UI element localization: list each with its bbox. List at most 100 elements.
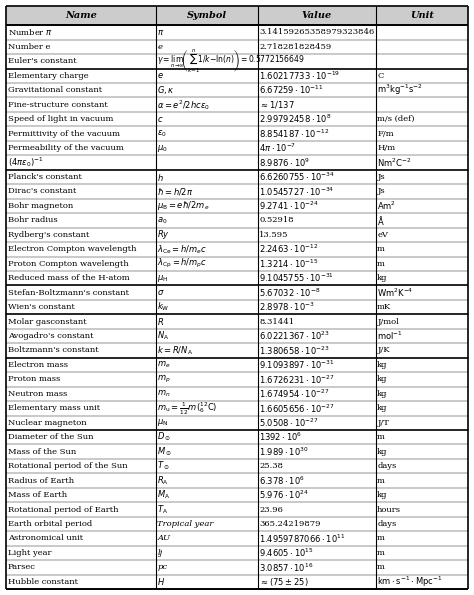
- Text: pc: pc: [157, 563, 168, 571]
- Text: J/T: J/T: [377, 419, 389, 427]
- Text: $2.2463 \cdot 10^{-12}$: $2.2463 \cdot 10^{-12}$: [259, 243, 319, 255]
- Text: $\sigma$: $\sigma$: [157, 288, 165, 297]
- Text: kg: kg: [377, 491, 388, 499]
- Text: Permittivity of the vacuum: Permittivity of the vacuum: [8, 130, 119, 137]
- Text: $1.6605656 \cdot 10^{-27}$: $1.6605656 \cdot 10^{-27}$: [259, 402, 335, 415]
- Text: 365.24219879: 365.24219879: [259, 520, 321, 528]
- Text: Rydberg's constant: Rydberg's constant: [8, 231, 89, 239]
- Text: $1.3214 \cdot 10^{-15}$: $1.3214 \cdot 10^{-15}$: [259, 258, 319, 270]
- Text: $\mu_\mathrm{N}$: $\mu_\mathrm{N}$: [157, 417, 169, 428]
- Text: $N_\mathrm{A}$: $N_\mathrm{A}$: [157, 330, 170, 342]
- Text: 23.96: 23.96: [259, 506, 283, 513]
- Text: C: C: [377, 72, 383, 80]
- Text: Nuclear magneton: Nuclear magneton: [8, 419, 86, 427]
- Text: $1.380658 \cdot 10^{-23}$: $1.380658 \cdot 10^{-23}$: [259, 345, 330, 356]
- Text: $1.674954 \cdot 10^{-27}$: $1.674954 \cdot 10^{-27}$: [259, 388, 330, 400]
- Text: $m_\mathrm{u} = \frac{1}{12}m(^{12}_6\mathrm{C})$: $m_\mathrm{u} = \frac{1}{12}m(^{12}_6\ma…: [157, 400, 218, 416]
- Text: $\approx 1/137$: $\approx 1/137$: [259, 99, 295, 110]
- Text: m: m: [377, 245, 385, 253]
- Text: Js: Js: [377, 187, 385, 196]
- Text: Light year: Light year: [8, 549, 51, 557]
- Text: Number e: Number e: [8, 43, 50, 51]
- Text: $4\pi \cdot 10^{-7}$: $4\pi \cdot 10^{-7}$: [259, 142, 296, 154]
- Text: $9.1093897 \cdot 10^{-31}$: $9.1093897 \cdot 10^{-31}$: [259, 359, 335, 371]
- Text: Bohr magneton: Bohr magneton: [8, 202, 73, 210]
- Text: $1.4959787066 \cdot 10^{11}$: $1.4959787066 \cdot 10^{11}$: [259, 533, 346, 544]
- Text: $m_n$: $m_n$: [157, 389, 171, 399]
- Text: Proton Compton wavelength: Proton Compton wavelength: [8, 260, 128, 268]
- Text: $k = R/N_\mathrm{A}$: $k = R/N_\mathrm{A}$: [157, 345, 193, 357]
- Text: $1.989 \cdot 10^{30}$: $1.989 \cdot 10^{30}$: [259, 446, 309, 458]
- Text: Mass of Earth: Mass of Earth: [8, 491, 67, 499]
- Text: m: m: [377, 534, 385, 543]
- Text: $e$: $e$: [157, 71, 164, 80]
- Text: $9.4605 \cdot 10^{15}$: $9.4605 \cdot 10^{15}$: [259, 547, 314, 559]
- Text: Boltzmann's constant: Boltzmann's constant: [8, 346, 98, 355]
- Text: e: e: [157, 43, 163, 51]
- Text: $H$: $H$: [157, 577, 165, 587]
- Text: kg: kg: [377, 390, 388, 398]
- Text: 13.595: 13.595: [259, 231, 289, 239]
- Text: $\mathrm{Wm^2 K^{-4}}$: $\mathrm{Wm^2 K^{-4}}$: [377, 286, 414, 299]
- Text: J/K: J/K: [377, 346, 390, 355]
- Text: days: days: [377, 520, 396, 528]
- Text: $\lambda_{\mathrm{Cp}} = h/m_p c$: $\lambda_{\mathrm{Cp}} = h/m_p c$: [157, 257, 208, 270]
- Text: Avogadro's constant: Avogadro's constant: [8, 332, 93, 340]
- Text: m: m: [377, 433, 385, 441]
- Text: H/m: H/m: [377, 144, 395, 152]
- Text: m: m: [377, 549, 385, 557]
- Text: kg: kg: [377, 274, 388, 282]
- Text: $\approx (75 \pm 25)$: $\approx (75 \pm 25)$: [259, 576, 309, 588]
- Text: $5.0508 \cdot 10^{-27}$: $5.0508 \cdot 10^{-27}$: [259, 416, 319, 429]
- Text: $\pi$: $\pi$: [157, 28, 164, 37]
- Text: kg: kg: [377, 447, 388, 456]
- Text: Permeability of the vacuum: Permeability of the vacuum: [8, 144, 123, 152]
- Text: $\mathrm{mol^{-1}}$: $\mathrm{mol^{-1}}$: [377, 330, 403, 342]
- Text: Proton mass: Proton mass: [8, 375, 60, 383]
- Text: $2.99792458 \cdot 10^{8}$: $2.99792458 \cdot 10^{8}$: [259, 113, 332, 126]
- Text: $G, \kappa$: $G, \kappa$: [157, 84, 175, 96]
- Text: $m_e$: $m_e$: [157, 360, 171, 370]
- Text: $(4\pi\varepsilon_0)^{-1}$: $(4\pi\varepsilon_0)^{-1}$: [8, 155, 43, 170]
- Text: Bohr radius: Bohr radius: [8, 217, 57, 224]
- Text: Neutron mass: Neutron mass: [8, 390, 67, 398]
- Text: $6.0221367 \cdot 10^{23}$: $6.0221367 \cdot 10^{23}$: [259, 330, 330, 342]
- Text: $1.0545727 \cdot 10^{-34}$: $1.0545727 \cdot 10^{-34}$: [259, 185, 335, 198]
- Text: $1392 \cdot 10^{6}$: $1392 \cdot 10^{6}$: [259, 431, 302, 443]
- Text: $\lambda_{\mathrm{Ce}} = h/m_e c$: $\lambda_{\mathrm{Ce}} = h/m_e c$: [157, 243, 208, 255]
- Text: eV: eV: [377, 231, 388, 239]
- Text: Hubble constant: Hubble constant: [8, 578, 78, 586]
- Text: Diameter of the Sun: Diameter of the Sun: [8, 433, 93, 441]
- Text: $1.60217733 \cdot 10^{-19}$: $1.60217733 \cdot 10^{-19}$: [259, 70, 340, 82]
- Text: $\mathrm{\AA}$: $\mathrm{\AA}$: [377, 214, 385, 227]
- Text: kg: kg: [377, 361, 388, 369]
- Text: $6.67259 \cdot 10^{-11}$: $6.67259 \cdot 10^{-11}$: [259, 84, 324, 96]
- Text: Value: Value: [301, 11, 332, 20]
- Text: Gravitational constant: Gravitational constant: [8, 86, 102, 94]
- Text: Stefan-Boltzmann's constant: Stefan-Boltzmann's constant: [8, 289, 128, 297]
- Text: Speed of light in vacuum: Speed of light in vacuum: [8, 115, 113, 123]
- Text: Mass of the Sun: Mass of the Sun: [8, 447, 76, 456]
- Text: $6.6260755 \cdot 10^{-34}$: $6.6260755 \cdot 10^{-34}$: [259, 171, 335, 183]
- Text: days: days: [377, 462, 396, 470]
- Text: 2.718281828459: 2.718281828459: [259, 43, 331, 51]
- Text: $c$: $c$: [157, 115, 164, 124]
- Text: hours: hours: [377, 506, 401, 513]
- Text: $h$: $h$: [157, 171, 164, 183]
- Text: $\gamma = \lim_{n\to\infty}\!\left(\sum_{k=1}^{n}\!1/k - \ln(n)\right)= 0.577215: $\gamma = \lim_{n\to\infty}\!\left(\sum_…: [157, 48, 305, 75]
- Text: $k_\mathrm{W}$: $k_\mathrm{W}$: [157, 301, 170, 314]
- Text: Fine-structure constant: Fine-structure constant: [8, 101, 107, 109]
- Text: $5.67032 \cdot 10^{-8}$: $5.67032 \cdot 10^{-8}$: [259, 286, 321, 299]
- Text: Parsec: Parsec: [8, 563, 36, 571]
- Text: $2.8978 \cdot 10^{-3}$: $2.8978 \cdot 10^{-3}$: [259, 301, 315, 314]
- Text: $D_\odot$: $D_\odot$: [157, 431, 172, 443]
- Text: $8.854187 \cdot 10^{-12}$: $8.854187 \cdot 10^{-12}$: [259, 127, 329, 140]
- Text: $8.9876 \cdot 10^{9}$: $8.9876 \cdot 10^{9}$: [259, 156, 310, 169]
- Text: $M_\odot$: $M_\odot$: [157, 446, 172, 458]
- Text: $\alpha = e^2/2hc\varepsilon_0$: $\alpha = e^2/2hc\varepsilon_0$: [157, 98, 210, 112]
- Text: $6.378 \cdot 10^{6}$: $6.378 \cdot 10^{6}$: [259, 474, 305, 487]
- Text: Earth orbital period: Earth orbital period: [8, 520, 92, 528]
- Text: Dirac's constant: Dirac's constant: [8, 187, 76, 196]
- Text: Symbol: Symbol: [187, 11, 227, 20]
- Text: m: m: [377, 477, 385, 484]
